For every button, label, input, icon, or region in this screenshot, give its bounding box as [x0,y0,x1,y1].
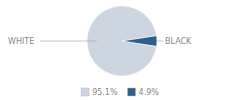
leader-line [40,41,97,42]
labels: WHITE BLACK [8,37,192,46]
leader-line [156,40,163,41]
legend-swatch [128,88,136,96]
chart: WHITE BLACK 95.1% 4.9% [0,0,240,100]
slice-label: WHITE [8,37,34,46]
pie [87,6,157,76]
slice [87,6,157,76]
legend-label: 95.1% [92,88,118,97]
slice [122,36,157,47]
legend-swatch [81,88,89,96]
legend: 95.1% 4.9% [81,88,159,97]
legend-label: 4.9% [139,88,160,97]
slice-label: BLACK [165,37,192,46]
